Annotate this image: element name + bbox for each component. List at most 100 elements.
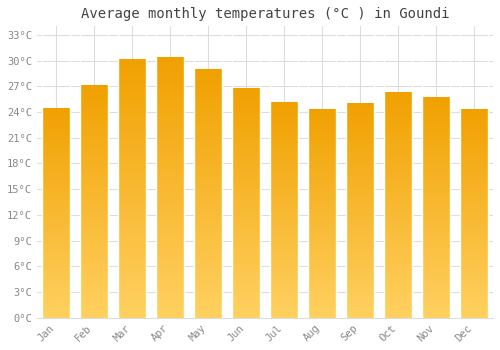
Bar [156, 102, 184, 104]
Bar [194, 306, 222, 308]
Bar [308, 196, 336, 198]
Bar [422, 174, 450, 176]
Bar [156, 180, 184, 182]
Bar [194, 119, 222, 121]
Bar [156, 161, 184, 164]
Bar [346, 206, 374, 208]
Bar [346, 243, 374, 245]
Bar [80, 92, 108, 94]
Bar [384, 316, 412, 318]
Bar [194, 281, 222, 283]
Bar [118, 124, 146, 126]
Bar [156, 130, 184, 133]
Bar [422, 227, 450, 229]
Bar [384, 248, 412, 250]
Bar [270, 193, 298, 195]
Bar [232, 219, 260, 221]
Bar [42, 251, 70, 253]
Bar [460, 208, 488, 210]
Bar [156, 94, 184, 96]
Bar [42, 257, 70, 259]
Bar [156, 135, 184, 138]
Bar [270, 152, 298, 154]
Bar [42, 276, 70, 278]
Bar [308, 121, 336, 123]
Bar [270, 273, 298, 275]
Bar [384, 304, 412, 307]
Bar [460, 222, 488, 224]
Bar [270, 227, 298, 229]
Bar [42, 274, 70, 276]
Bar [232, 104, 260, 106]
Bar [194, 186, 222, 189]
Bar [270, 136, 298, 139]
Bar [80, 148, 108, 150]
Bar [118, 279, 146, 282]
Bar [80, 306, 108, 309]
Bar [384, 113, 412, 115]
Bar [80, 225, 108, 227]
Bar [80, 229, 108, 232]
Bar [384, 162, 412, 164]
Bar [422, 258, 450, 260]
Bar [232, 141, 260, 143]
Bar [346, 260, 374, 262]
Bar [460, 239, 488, 241]
Bar [42, 217, 70, 219]
Bar [156, 70, 184, 73]
Bar [194, 261, 222, 263]
Bar [118, 157, 146, 160]
Bar [156, 226, 184, 229]
Bar [194, 198, 222, 201]
Bar [346, 159, 374, 161]
Bar [232, 203, 260, 205]
Bar [460, 272, 488, 274]
Bar [384, 138, 412, 140]
Bar [80, 113, 108, 115]
Bar [270, 266, 298, 268]
Bar [118, 269, 146, 271]
Bar [460, 278, 488, 280]
Bar [80, 171, 108, 173]
Bar [42, 148, 70, 150]
Bar [460, 162, 488, 164]
Bar [118, 201, 146, 204]
Bar [308, 280, 336, 282]
Bar [42, 129, 70, 131]
Bar [308, 157, 336, 159]
Bar [194, 211, 222, 213]
Bar [384, 140, 412, 142]
Bar [156, 258, 184, 260]
Bar [270, 316, 298, 318]
Bar [422, 130, 450, 132]
Bar [384, 128, 412, 131]
Bar [232, 150, 260, 152]
Bar [194, 214, 222, 216]
Bar [270, 110, 298, 113]
Bar [156, 164, 184, 167]
Bar [42, 248, 70, 251]
Bar [460, 270, 488, 272]
Bar [308, 188, 336, 190]
Bar [232, 235, 260, 237]
Bar [194, 228, 222, 231]
Bar [42, 118, 70, 120]
Bar [270, 277, 298, 279]
Bar [460, 141, 488, 143]
Bar [422, 207, 450, 209]
Bar [384, 183, 412, 185]
Bar [232, 221, 260, 224]
Bar [422, 117, 450, 119]
Bar [80, 271, 108, 274]
Bar [308, 209, 336, 211]
Bar [422, 236, 450, 238]
Bar [118, 222, 146, 225]
Bar [422, 238, 450, 240]
Bar [80, 178, 108, 180]
Bar [460, 232, 488, 234]
Bar [232, 122, 260, 125]
Bar [346, 273, 374, 275]
Bar [422, 260, 450, 262]
Bar [156, 143, 184, 146]
Bar [194, 313, 222, 315]
